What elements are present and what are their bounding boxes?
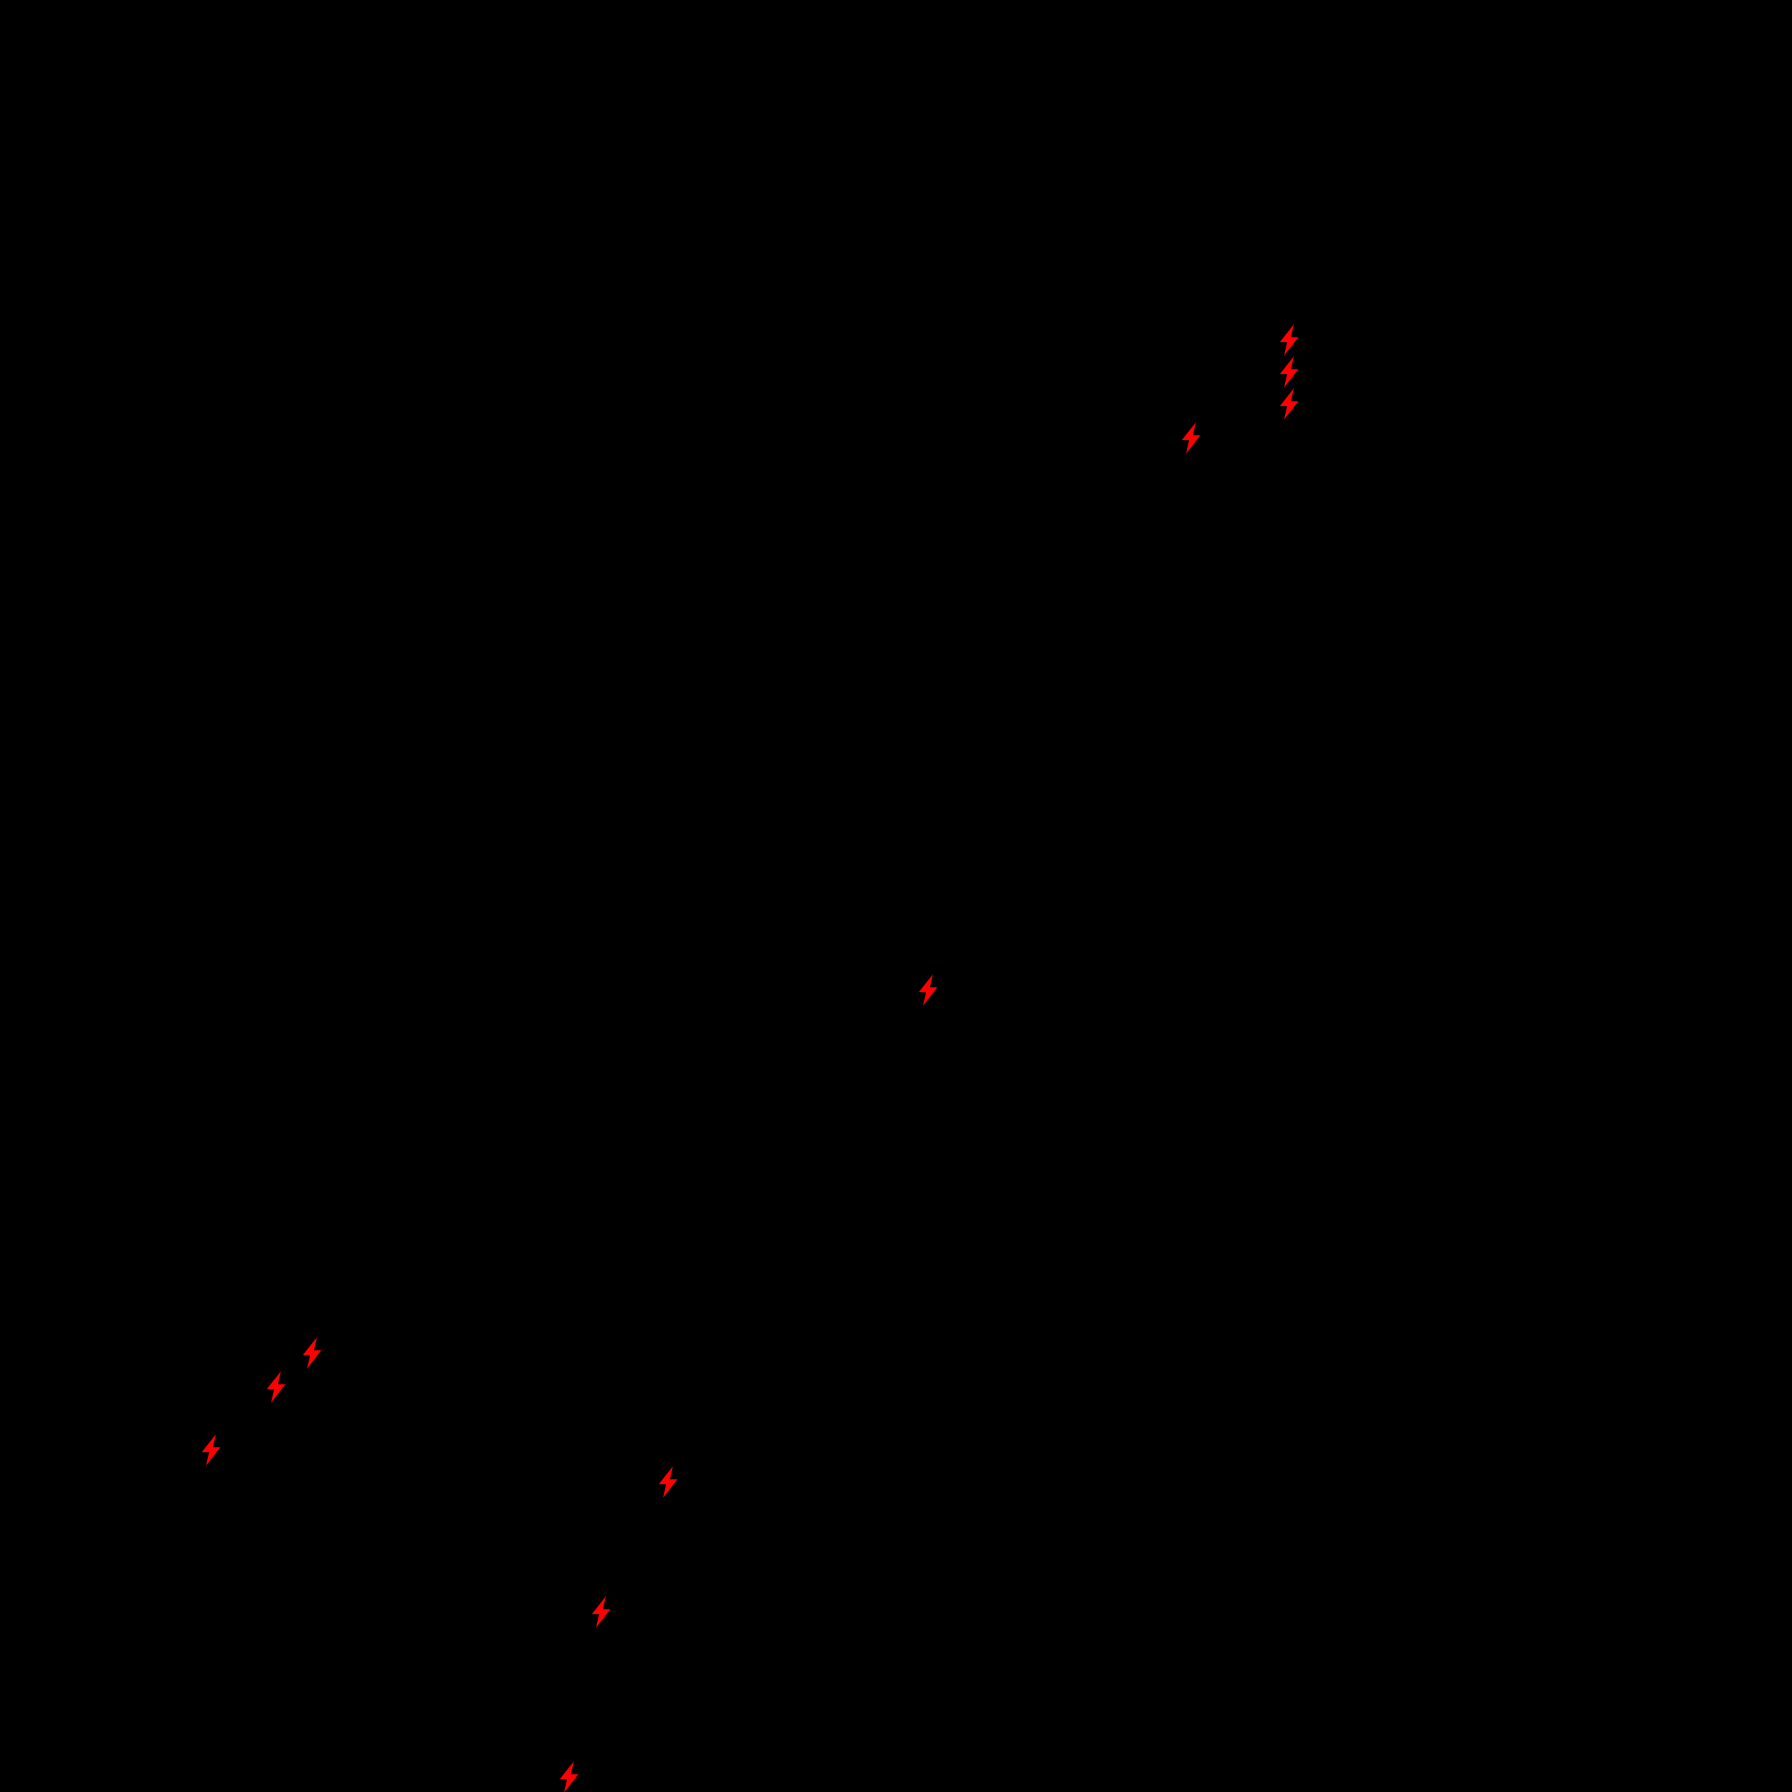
lightning-bolt-icon[interactable]	[1272, 386, 1308, 422]
lightning-bolt-icon[interactable]	[194, 1432, 230, 1468]
lightning-bolt-icon[interactable]	[1174, 420, 1210, 456]
lightning-bolt-icon[interactable]	[1272, 322, 1308, 358]
lightning-bolt-icon[interactable]	[552, 1759, 588, 1792]
lightning-bolt-icon[interactable]	[1272, 354, 1308, 390]
lightning-bolt-icon[interactable]	[259, 1369, 295, 1405]
lightning-bolt-icon[interactable]	[584, 1594, 620, 1630]
lightning-bolt-icon[interactable]	[651, 1464, 687, 1500]
lightning-bolt-icon[interactable]	[295, 1335, 331, 1371]
lightning-bolt-icon[interactable]	[911, 972, 947, 1008]
